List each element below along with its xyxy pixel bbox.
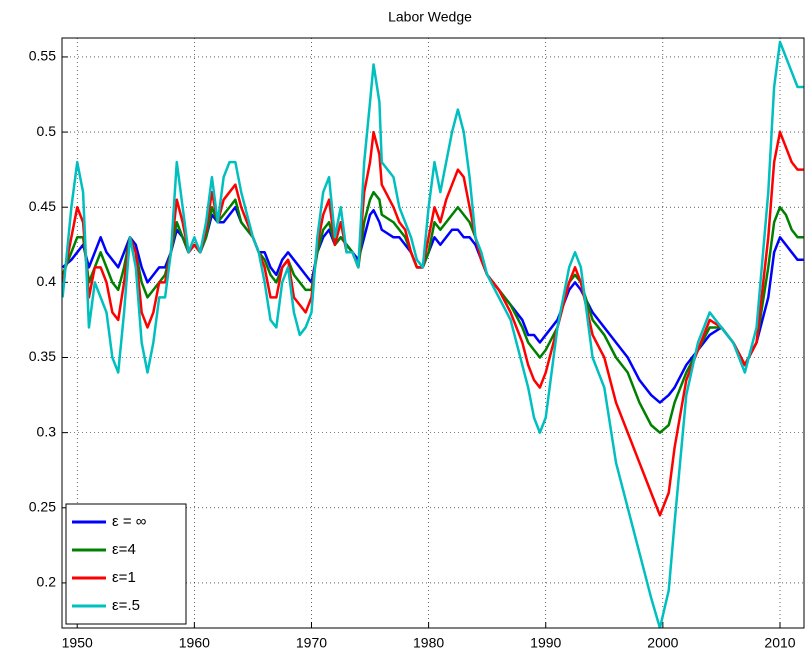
series-line xyxy=(62,40,804,628)
y-tick-label: 0.55 xyxy=(29,48,56,64)
x-tick-label: 1970 xyxy=(296,635,327,651)
legend-label: ε=.5 xyxy=(112,597,140,614)
legend-label: ε = ∞ xyxy=(112,513,147,530)
x-tick-label: 1990 xyxy=(530,635,561,651)
y-tick-label: 0.4 xyxy=(37,273,57,289)
y-tick-label: 0.2 xyxy=(37,574,57,590)
y-tick-label: 0.45 xyxy=(29,198,56,214)
x-tick-label: 1960 xyxy=(179,635,210,651)
y-tick-label: 0.35 xyxy=(29,348,56,364)
x-tick-label: 2000 xyxy=(647,635,678,651)
y-tick-label: 0.3 xyxy=(37,423,57,439)
legend-label: ε=1 xyxy=(112,569,136,586)
plot-lines xyxy=(62,40,804,628)
legend-label: ε=4 xyxy=(112,541,136,558)
y-tick-label: 0.25 xyxy=(29,498,56,514)
chart-title: Labor Wedge xyxy=(388,9,472,25)
axes-box xyxy=(61,37,805,629)
legend-box xyxy=(65,503,187,625)
y-tick-label: 0.5 xyxy=(37,123,57,139)
x-tick-label: 2010 xyxy=(764,635,795,651)
x-tick-label: 1950 xyxy=(62,635,93,651)
x-tick-label: 1980 xyxy=(413,635,444,651)
